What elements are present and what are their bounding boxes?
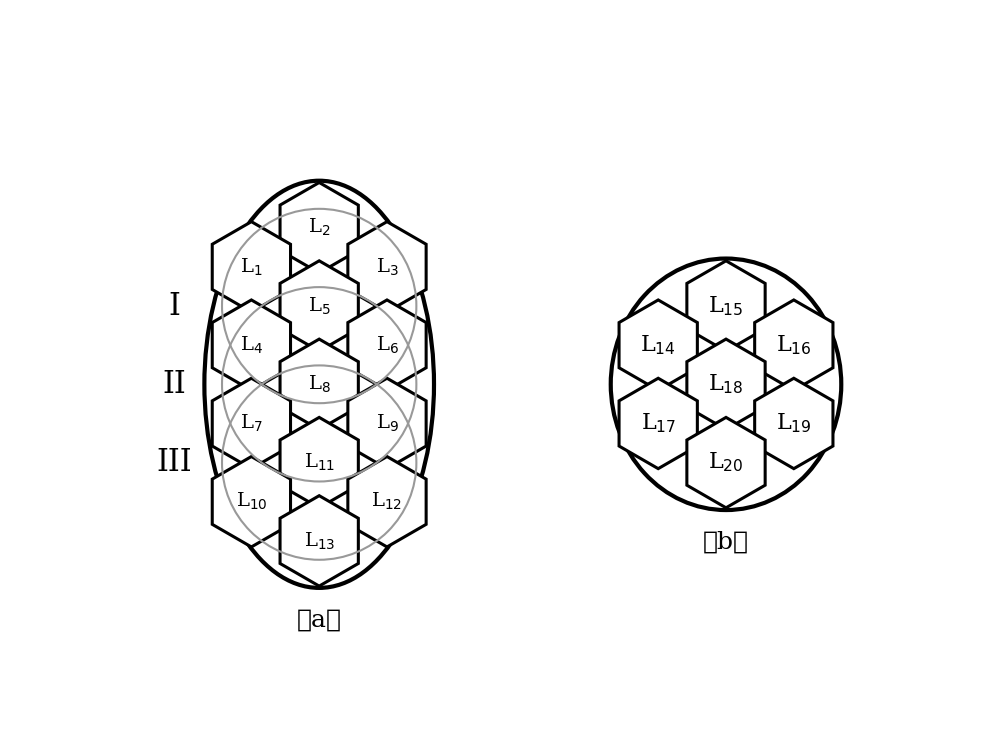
Text: $\mathregular{L}_{4}$: $\mathregular{L}_{4}$	[240, 334, 263, 356]
Text: $\mathregular{L}_{17}$: $\mathregular{L}_{17}$	[641, 412, 676, 435]
Polygon shape	[687, 261, 765, 351]
Polygon shape	[619, 300, 697, 390]
Text: III: III	[157, 447, 192, 478]
Text: I: I	[169, 290, 180, 322]
Text: $\mathregular{L}_{19}$: $\mathregular{L}_{19}$	[776, 412, 812, 435]
Polygon shape	[348, 300, 426, 390]
Text: $\mathregular{L}_{11}$: $\mathregular{L}_{11}$	[304, 452, 335, 473]
Polygon shape	[348, 222, 426, 312]
Text: $\mathregular{L}_{13}$: $\mathregular{L}_{13}$	[304, 530, 335, 551]
Polygon shape	[280, 261, 358, 351]
Text: $\mathregular{L}_{5}$: $\mathregular{L}_{5}$	[308, 295, 331, 316]
Polygon shape	[348, 457, 426, 547]
Polygon shape	[280, 418, 358, 508]
Polygon shape	[212, 222, 291, 312]
Text: $\mathregular{L}_{3}$: $\mathregular{L}_{3}$	[376, 256, 398, 278]
Polygon shape	[687, 339, 765, 430]
Polygon shape	[212, 457, 291, 547]
Polygon shape	[755, 300, 833, 390]
Polygon shape	[212, 378, 291, 468]
Text: $\mathregular{L}_{6}$: $\mathregular{L}_{6}$	[376, 334, 398, 356]
Polygon shape	[280, 339, 358, 430]
Text: $\mathregular{L}_{14}$: $\mathregular{L}_{14}$	[640, 333, 676, 357]
Polygon shape	[280, 495, 358, 586]
Text: $\mathregular{L}_{12}$: $\mathregular{L}_{12}$	[371, 491, 403, 513]
Polygon shape	[280, 183, 358, 273]
Polygon shape	[619, 378, 697, 468]
Text: $\mathregular{L}_{16}$: $\mathregular{L}_{16}$	[776, 333, 812, 357]
Text: $\mathregular{L}_{20}$: $\mathregular{L}_{20}$	[708, 451, 744, 474]
Text: $\mathregular{L}_{7}$: $\mathregular{L}_{7}$	[240, 413, 263, 434]
Polygon shape	[687, 418, 765, 508]
Polygon shape	[348, 378, 426, 468]
Polygon shape	[212, 300, 291, 390]
Text: $\mathregular{L}_{8}$: $\mathregular{L}_{8}$	[308, 374, 331, 395]
Text: $\mathregular{L}_{10}$: $\mathregular{L}_{10}$	[236, 491, 267, 513]
Text: $\mathregular{L}_{18}$: $\mathregular{L}_{18}$	[708, 372, 744, 396]
Text: II: II	[163, 369, 186, 400]
Text: $\mathregular{L}_{1}$: $\mathregular{L}_{1}$	[240, 256, 263, 278]
Text: $\mathregular{L}_{2}$: $\mathregular{L}_{2}$	[308, 217, 330, 239]
Polygon shape	[755, 378, 833, 468]
Text: （a）: （a）	[297, 609, 342, 632]
Text: $\mathregular{L}_{9}$: $\mathregular{L}_{9}$	[376, 413, 398, 434]
Text: （b）: （b）	[703, 530, 749, 554]
Text: $\mathregular{L}_{15}$: $\mathregular{L}_{15}$	[708, 294, 744, 318]
